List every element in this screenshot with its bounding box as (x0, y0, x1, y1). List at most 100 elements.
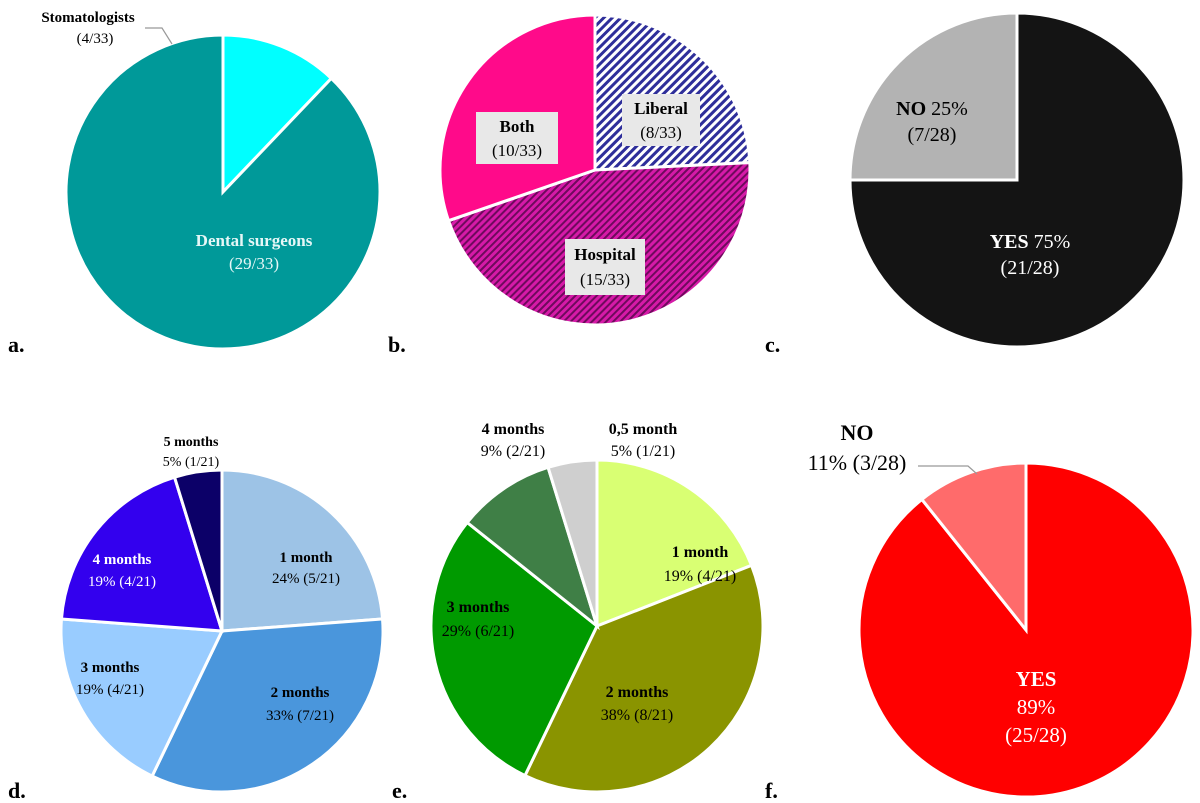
slice-label-0-5-month-label: 0,5 month (609, 421, 678, 438)
slice-pct-text: 75% (1029, 231, 1071, 253)
panel-letter-a: a. (8, 332, 25, 357)
slice-label-4-months-sub: 19% (4/21) (88, 574, 156, 590)
slice-label-text: Liberal (634, 99, 688, 118)
slice-label-1-month-label: 1 month (672, 544, 729, 561)
pie-panel-a: Stomatologists (4/33) Dental surgeons (29/3… (8, 10, 382, 357)
slice-sub-text: (8/33) (640, 123, 682, 142)
slice-label-text: 4 months (482, 421, 545, 438)
slice-label-3-months-sub: 29% (6/21) (442, 623, 514, 640)
pie-panel-e: 1 month 19% (4/21) 2 months 38% (8/21) 3 mon… (392, 421, 765, 803)
slice-sub-text: 29% (6/21) (442, 623, 514, 640)
slice-sub-text: 5% (1/21) (611, 443, 675, 460)
slice-label-both-label: Both (500, 117, 536, 136)
slice-label-text: Hospital (574, 245, 636, 264)
pie-slice-0-5-month (546, 458, 599, 627)
slice-label-liberal-sub: (8/33) (640, 123, 682, 142)
slice-sub-text: (25/28) (1005, 723, 1067, 747)
slice-label-box (622, 94, 700, 146)
slice-label-4-months-label: 4 months (482, 421, 545, 438)
pie-slice-5-months (172, 468, 224, 632)
slice-label-dental-surgeons-label: Dental surgeons (196, 231, 313, 250)
slice-sub-text: (10/33) (492, 141, 542, 160)
slice-label-stomatologists-sub: (4/33) (77, 31, 114, 47)
slice-sub-text: 33% (7/21) (266, 708, 334, 724)
pie-slice-4-months (59, 475, 225, 633)
pie-slice-liberal (593, 13, 752, 172)
slice-pct-text: 11% (3/28) (808, 450, 907, 475)
slice-pct-text: 89% (1017, 695, 1056, 719)
slice-label-1-month-sub: 19% (4/21) (664, 568, 736, 585)
slice-sub-text: (21/28) (1001, 257, 1060, 279)
slice-label-hospital-sub: (15/33) (580, 270, 630, 289)
slice-label-text: NO (841, 420, 874, 445)
slice-label-text: 2 months (271, 685, 330, 701)
pie-slice-no (848, 11, 1019, 182)
slice-label-yes-sub: (21/28) (1001, 257, 1060, 279)
pie-slice-yes (848, 11, 1186, 349)
slice-sub-text: (4/33) (77, 31, 114, 47)
slice-label-text: Dental surgeons (196, 231, 313, 250)
slice-label-hospital-label: Hospital (574, 245, 636, 264)
slice-sub-text: 38% (8/21) (601, 707, 673, 724)
slice-label-2-months-label: 2 months (606, 684, 669, 701)
leader-line (145, 27, 173, 45)
slice-label-text: NO (896, 98, 926, 120)
slice-label-box (565, 239, 645, 295)
panel-letter-d: d. (8, 778, 26, 803)
slice-label-yes-label: YES 75% (990, 231, 1071, 253)
panel-letter-c: c. (765, 332, 780, 357)
pie-slice-dental-surgeons (64, 33, 382, 351)
slice-label-box (476, 112, 558, 164)
slice-label-text: 4 months (93, 552, 152, 568)
slice-label-liberal-label: Liberal (634, 99, 688, 118)
pie-slice-3-months (429, 520, 599, 778)
slice-label-5-months-sub: 5% (1/21) (163, 455, 220, 470)
slice-label-4-months-sub: 9% (2/21) (481, 443, 545, 460)
slice-label-5-months-label: 5 months (164, 435, 219, 450)
slice-sub-text: (29/33) (229, 254, 279, 273)
slice-label-no-sub: (7/28) (908, 124, 957, 146)
slice-label-2-months-label: 2 months (271, 685, 330, 701)
slice-label-0-5-month-sub: 5% (1/21) (611, 443, 675, 460)
slice-sub-text: (7/28) (908, 124, 957, 146)
pie-slice-1-month (595, 458, 754, 629)
slice-label-no-label: NO (841, 420, 874, 445)
panel-letter-b: b. (388, 332, 406, 357)
pie-panel-f: YES 89% (25/28) NO 11% (3/28) f. (765, 420, 1195, 803)
slice-label-text: YES (990, 231, 1029, 253)
slice-sub-text: 19% (4/21) (664, 568, 736, 585)
pie-slice-1-month (220, 468, 385, 633)
leader-line (918, 465, 978, 475)
slice-label-text: 5 months (164, 435, 219, 450)
slice-label-no-label: NO 25% (896, 98, 968, 120)
pie-slice-2-months (150, 617, 385, 794)
slice-label-1-month-sub: 24% (5/21) (272, 571, 340, 587)
slice-label-yes-label: YES (1016, 667, 1057, 691)
pie-panel-c: YES 75% (21/28) NO 25% (7/28) c. (765, 11, 1186, 357)
slice-label-yes-sub: (25/28) (1005, 723, 1067, 747)
slice-label-3-months-label: 3 months (81, 660, 140, 676)
panel-letter-e: e. (392, 778, 407, 803)
slice-label-text: 1 month (280, 550, 334, 566)
slice-label-3-months-sub: 19% (4/21) (76, 682, 144, 698)
slice-sub-text: 24% (5/21) (272, 571, 340, 587)
slice-label-4-months-label: 4 months (93, 552, 152, 568)
pie-panel-d: 1 month 24% (5/21) 2 months 33% (7/21) 3 mon… (8, 435, 385, 803)
slice-label-2-months-sub: 38% (8/21) (601, 707, 673, 724)
slice-label-yes-pct: 89% (1017, 695, 1056, 719)
panel-letter-f: f. (765, 778, 778, 803)
slice-label-text: 0,5 month (609, 421, 678, 438)
slice-label-text: 1 month (672, 544, 729, 561)
pie-slice-3-months (59, 617, 225, 779)
slice-pct-text: 25% (926, 98, 968, 120)
slice-label-no-pct: 11% (3/28) (808, 450, 907, 475)
slice-label-both-sub: (10/33) (492, 141, 542, 160)
pie-panel-b: Liberal (8/33) Hospital (15/33) Both (10/33) b… (388, 13, 752, 357)
slice-label-text: Both (500, 117, 536, 136)
slice-label-1-month-label: 1 month (280, 550, 334, 566)
slice-label-text: 2 months (606, 684, 669, 701)
slice-sub-text: 9% (2/21) (481, 443, 545, 460)
slice-sub-text: 19% (4/21) (76, 682, 144, 698)
slice-sub-text: 5% (1/21) (163, 455, 220, 470)
